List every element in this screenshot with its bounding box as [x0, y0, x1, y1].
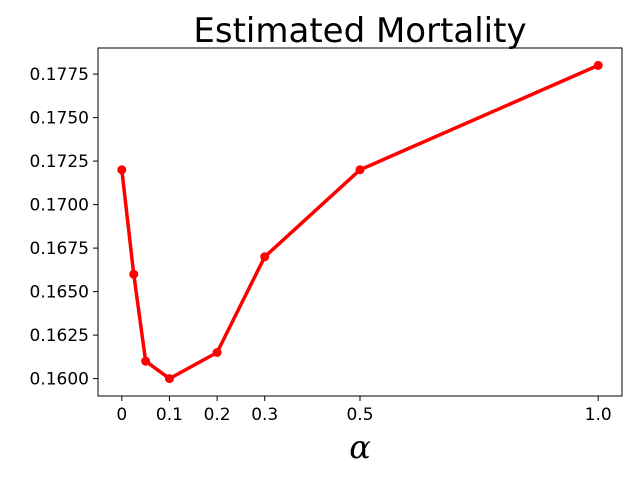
data-point — [355, 165, 365, 175]
y-tick-label: 0.1625 — [30, 326, 89, 346]
series-line — [120, 63, 600, 381]
series-layer — [117, 60, 603, 384]
y-tick-label: 0.1650 — [30, 283, 89, 303]
x-tick-label: 0.1 — [156, 405, 183, 425]
chart-title: Estimated Mortality — [193, 11, 526, 51]
x-axis-label: α — [349, 428, 371, 466]
plot-frame — [97, 47, 623, 397]
y-tick-label: 0.1600 — [30, 370, 89, 390]
data-point — [164, 374, 174, 384]
y-tick-label: 0.1775 — [30, 65, 89, 85]
x-tick-label: 1.0 — [585, 405, 612, 425]
y-tick-label: 0.1675 — [30, 239, 89, 259]
data-point — [129, 269, 139, 279]
data-point — [593, 60, 603, 70]
data-point — [141, 356, 151, 366]
x-tick-label: 0 — [116, 405, 127, 425]
y-tick-label: 0.1750 — [30, 109, 89, 129]
x-tick-label: 0.3 — [251, 405, 278, 425]
data-point — [212, 348, 222, 357]
x-tick-label: 0.2 — [204, 405, 231, 425]
data-point — [260, 252, 270, 262]
data-point — [117, 165, 127, 175]
x-tick-label: 0.5 — [346, 405, 373, 425]
x-axis: 0 0.1 0.2 0.3 0.5 1.0 — [116, 396, 612, 425]
y-axis: 0.1600 0.1625 0.1650 0.1675 0.1700 0.1725 0.17… — [30, 65, 98, 390]
y-tick-label: 0.1700 — [30, 196, 89, 216]
y-tick-label: 0.1725 — [30, 152, 89, 172]
